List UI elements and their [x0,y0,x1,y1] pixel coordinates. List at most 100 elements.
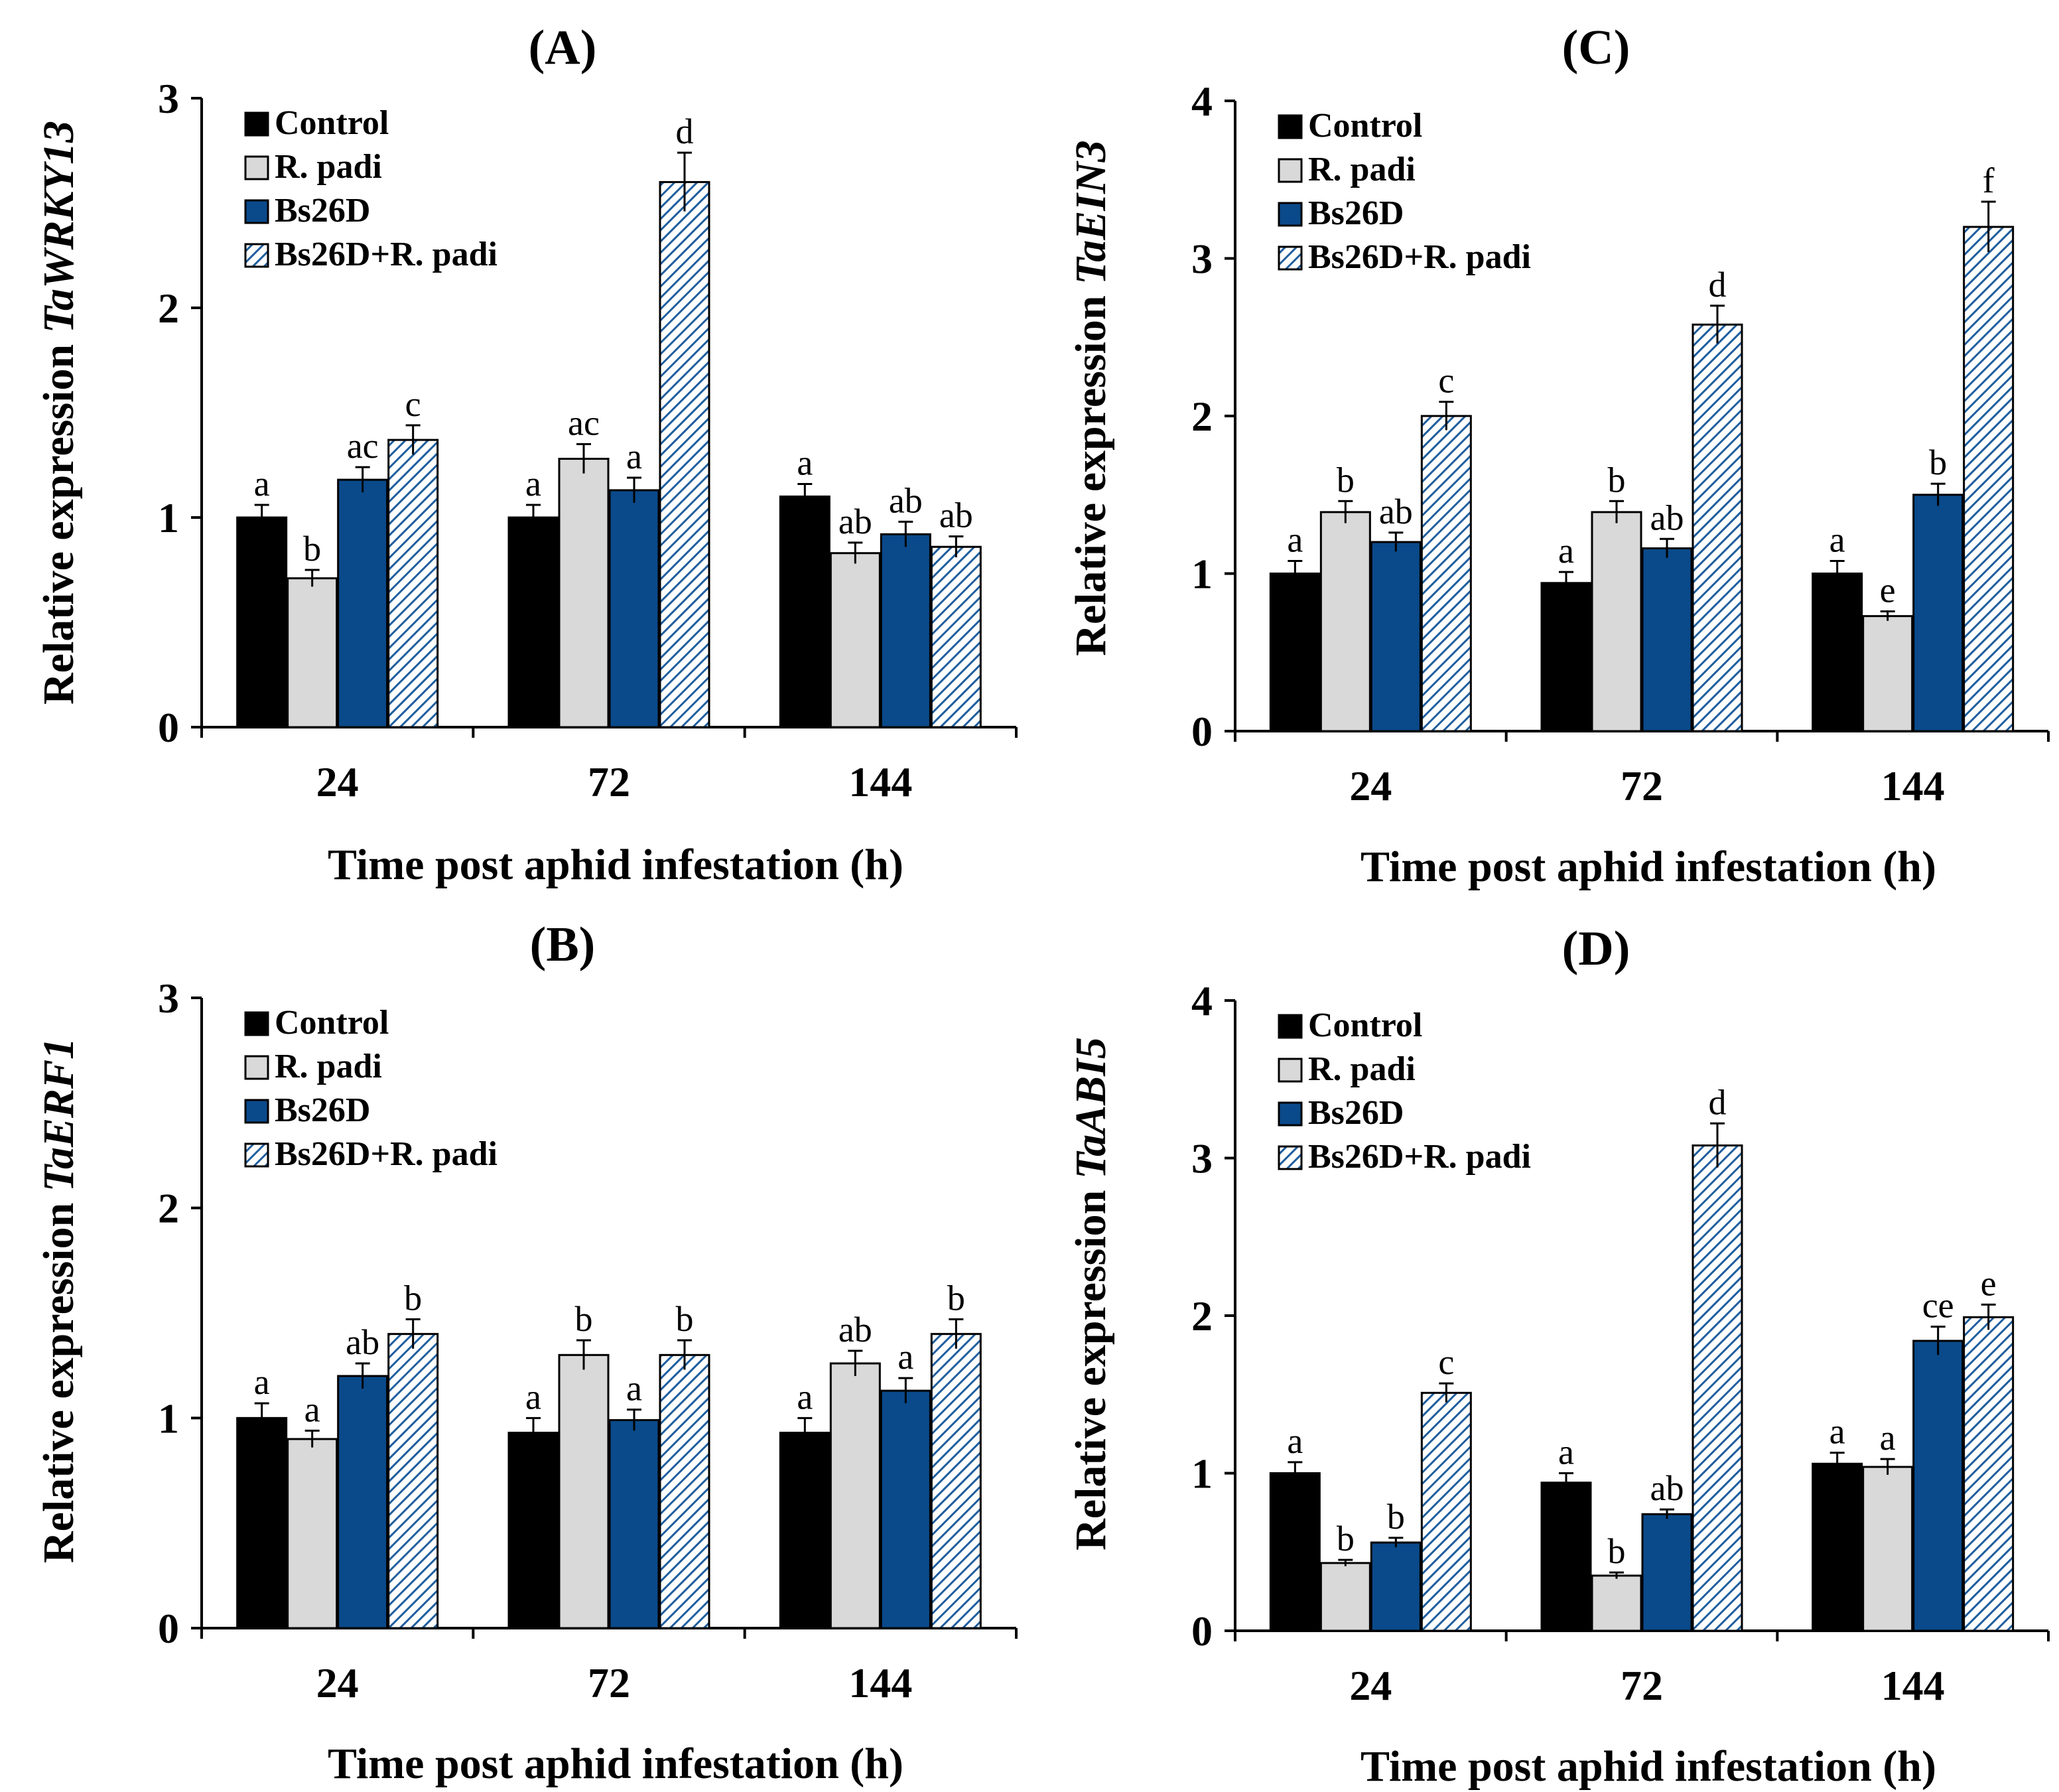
significance-label: a [1880,1418,1896,1458]
bar [387,439,439,728]
y-axis-label: Relative expression TaWRKY13 [34,121,83,705]
bar [1370,1541,1422,1632]
x-tick-label: 144 [1881,1662,1945,1709]
legend-swatch [244,1011,269,1036]
legend-swatch [244,155,269,180]
y-axis-label-gene: TaABI5 [1067,1037,1115,1179]
x-tick-label: 144 [1881,762,1945,809]
panel-C: (C)Relative expression TaEIN30123424abab… [1067,21,2050,891]
bar [1812,573,1863,732]
significance-label: a [797,1377,813,1416]
significance-label: b [303,529,321,569]
bar [236,1416,288,1629]
y-tick-label: 0 [158,1605,179,1652]
legend-label: Bs26D [275,1091,370,1129]
bar [880,1389,931,1629]
y-tick-label: 0 [1191,1608,1213,1655]
bar [387,1333,439,1629]
legend-swatch [1278,114,1303,139]
y-tick-label: 2 [158,1185,179,1232]
y-axis-label-prefix: Relative expression [1067,1179,1115,1551]
significance-label: a [254,464,270,504]
bar [880,533,931,728]
legend-swatch [1278,1058,1303,1083]
panel-title: (A) [529,21,597,75]
significance-label: a [1287,520,1303,560]
bar [1641,547,1693,732]
bar [1370,541,1422,732]
legend-swatch [1278,1101,1303,1127]
panel-B: (B)Relative expression TaERF1012324aaabb… [34,918,1018,1788]
legend-label: R. padi [275,148,382,186]
bar [1269,1472,1321,1632]
significance-label: b [575,1299,593,1339]
significance-label: f [1983,161,1995,200]
bar [1912,494,1964,732]
significance-label: a [1829,1412,1845,1452]
bar [1912,1340,1964,1632]
y-tick-label: 3 [158,975,179,1022]
bar [1269,573,1321,732]
bar [779,495,830,728]
bar [1420,1391,1472,1632]
legend-label: Bs26D+R. padi [275,236,498,273]
y-tick-label: 4 [1191,78,1213,125]
bar [1862,615,1914,732]
significance-label: a [254,1362,270,1402]
significance-label: a [525,1377,541,1416]
significance-label: e [1981,1263,1997,1303]
y-axis-label-gene: TaEIN3 [1067,140,1115,285]
bar [608,489,660,728]
bar [1420,415,1472,732]
bar [507,1432,559,1629]
bar [1692,323,1743,732]
significance-label: a [897,1337,913,1377]
legend-swatch [244,243,269,268]
significance-label: ab [838,502,872,541]
x-tick-label: 24 [316,1659,359,1706]
bar [1319,511,1371,732]
y-axis-label-prefix: Relative expression [1067,285,1115,656]
significance-label: b [676,1299,694,1339]
significance-label: a [1558,531,1574,571]
legend-swatch [1278,202,1303,227]
panel-title: (C) [1562,21,1630,75]
significance-label: a [626,1369,642,1409]
legend-label: Control [275,104,389,142]
significance-label: ab [838,1310,872,1349]
bar [829,1362,881,1629]
significance-label: ce [1922,1286,1954,1326]
significance-label: a [1287,1421,1303,1461]
legend-swatch [1278,158,1303,183]
significance-label: c [1438,361,1454,401]
y-tick-label: 1 [158,1395,179,1442]
significance-label: a [797,443,813,482]
legend-label: Bs26D [1308,194,1404,232]
x-tick-label: 24 [316,758,359,805]
x-axis-label: Time post aphid infestation (h) [1361,843,1936,891]
significance-label: b [1337,1519,1355,1558]
significance-label: d [676,111,694,151]
bar [1963,1316,2015,1632]
bar [337,478,389,728]
significance-label: e [1880,571,1896,610]
bar [930,1333,982,1629]
legend-label: R. padi [275,1048,382,1085]
legend-swatch [1278,1145,1303,1170]
legend-swatch [244,199,269,224]
significance-label: d [1709,265,1727,305]
y-tick-label: 0 [158,704,179,751]
bar [558,458,610,728]
legend-label: Bs26D [275,192,370,230]
x-tick-label: 72 [1621,1662,1663,1709]
y-tick-label: 0 [1191,708,1213,755]
legend-label: Bs26D [1308,1094,1404,1132]
y-tick-label: 2 [1191,393,1213,440]
bar [287,577,338,728]
bar [1692,1144,1743,1632]
bar [1963,226,2015,732]
significance-label: c [1438,1342,1454,1382]
significance-label: a [1829,520,1845,560]
y-axis-label: Relative expression TaEIN3 [1067,140,1115,655]
y-axis-label-gene: TaERF1 [34,1038,83,1192]
